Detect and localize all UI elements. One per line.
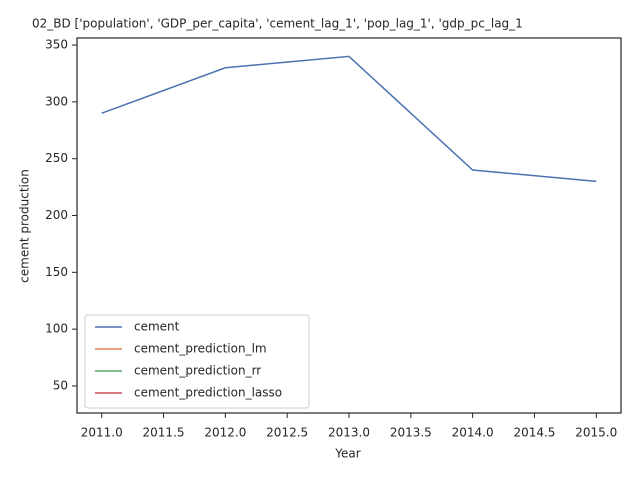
x-tick-label: 2015.0 <box>575 426 617 440</box>
y-tick-label: 350 <box>45 38 68 52</box>
legend-label: cement_prediction_lm <box>134 342 267 356</box>
x-tick-label: 2013.5 <box>390 426 432 440</box>
x-tick-label: 2014.5 <box>513 426 555 440</box>
y-tick-label: 150 <box>45 265 68 279</box>
y-tick-label: 200 <box>45 208 68 222</box>
x-tick-label: 2012.0 <box>204 426 246 440</box>
y-tick-label: 300 <box>45 94 68 108</box>
x-tick-label: 2012.5 <box>266 426 308 440</box>
legend-label: cement_prediction_rr <box>134 364 261 378</box>
x-tick-label: 2014.0 <box>452 426 494 440</box>
plot-frame <box>76 37 622 414</box>
legend-label: cement <box>134 320 180 334</box>
x-tick-label: 2011.0 <box>81 426 123 440</box>
y-tick-label: 50 <box>53 378 68 392</box>
legend-label: cement_prediction_lasso <box>134 386 282 400</box>
y-tick-label: 250 <box>45 151 68 165</box>
x-tick-label: 2013.0 <box>328 426 370 440</box>
y-axis-label: cement production <box>18 169 32 283</box>
x-tick-label: 2011.5 <box>143 426 185 440</box>
series-line <box>101 55 597 183</box>
y-tick-label: 100 <box>45 322 68 336</box>
chart-title: 02_BD ['population', 'GDP_per_capita', '… <box>32 17 523 31</box>
legend-box <box>84 314 310 409</box>
x-axis-label: Year <box>334 447 360 461</box>
